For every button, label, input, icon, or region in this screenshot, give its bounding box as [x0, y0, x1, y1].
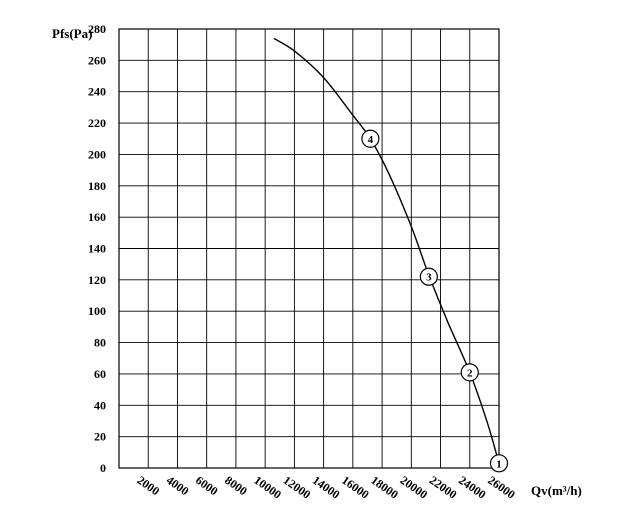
- y-tick-label: 180: [88, 179, 106, 193]
- marked-point-2: 2: [460, 363, 479, 382]
- y-tick-label: 160: [88, 210, 106, 224]
- y-tick-label: 140: [88, 242, 106, 256]
- x-tick-label: 16000: [339, 473, 372, 502]
- y-tick-label: 60: [94, 367, 106, 381]
- y-axis-label: Pfs(Pa): [52, 26, 92, 41]
- x-tick-label: 12000: [281, 473, 314, 502]
- x-tick-label: 4000: [164, 473, 192, 498]
- y-tick-label: 0: [100, 461, 106, 475]
- x-axis-label: Qv(m³/h): [531, 483, 582, 498]
- series-line: [273, 37, 500, 464]
- marked-point-1: 1: [489, 454, 509, 473]
- y-tick-label: 260: [88, 53, 106, 67]
- x-tick-label: 8000: [222, 473, 250, 498]
- marked-point-label: 3: [426, 272, 432, 284]
- marked-point-3: 3: [419, 267, 438, 286]
- marked-point-circle: [419, 267, 438, 286]
- marked-point-circle: [489, 454, 509, 473]
- y-tick-label: 280: [88, 22, 106, 36]
- marked-point-4: 4: [361, 129, 380, 148]
- marked-point-label: 4: [368, 134, 374, 146]
- marked-point-circle: [460, 363, 479, 382]
- marked-point-label: 2: [467, 367, 473, 379]
- y-tick-label: 100: [88, 304, 106, 318]
- y-tick-label: 240: [88, 85, 106, 99]
- x-tick-label: 20000: [398, 473, 431, 502]
- marked-point-circle: [361, 129, 380, 148]
- y-tick-label: 220: [88, 116, 106, 130]
- x-tick-label: 26000: [485, 473, 518, 502]
- y-tick-label: 120: [88, 273, 106, 287]
- y-tick-label: 200: [88, 147, 106, 161]
- y-tick-label: 40: [94, 398, 106, 412]
- x-tick-label: 6000: [193, 473, 221, 498]
- x-tick-labels: 2000 4000 6000 8000 100001200014000160001800…: [135, 473, 518, 502]
- x-tick-label: 24000: [456, 473, 489, 502]
- y-tick-labels: 0 20 40 60 80 100 120 140 160 180 200 220 240 260 280: [88, 22, 106, 475]
- marked-points: 1 2 3 4: [361, 129, 509, 473]
- x-tick-label: 22000: [427, 473, 460, 502]
- x-tick-label: 10000: [251, 473, 284, 502]
- y-tick-label: 80: [94, 336, 106, 350]
- marked-point-label: 1: [496, 458, 502, 470]
- y-tick-label: 20: [94, 430, 106, 444]
- grid: [118, 28, 500, 469]
- x-tick-label: 2000: [135, 473, 163, 498]
- x-tick-label: 14000: [310, 473, 343, 502]
- x-tick-label: 18000: [368, 473, 401, 502]
